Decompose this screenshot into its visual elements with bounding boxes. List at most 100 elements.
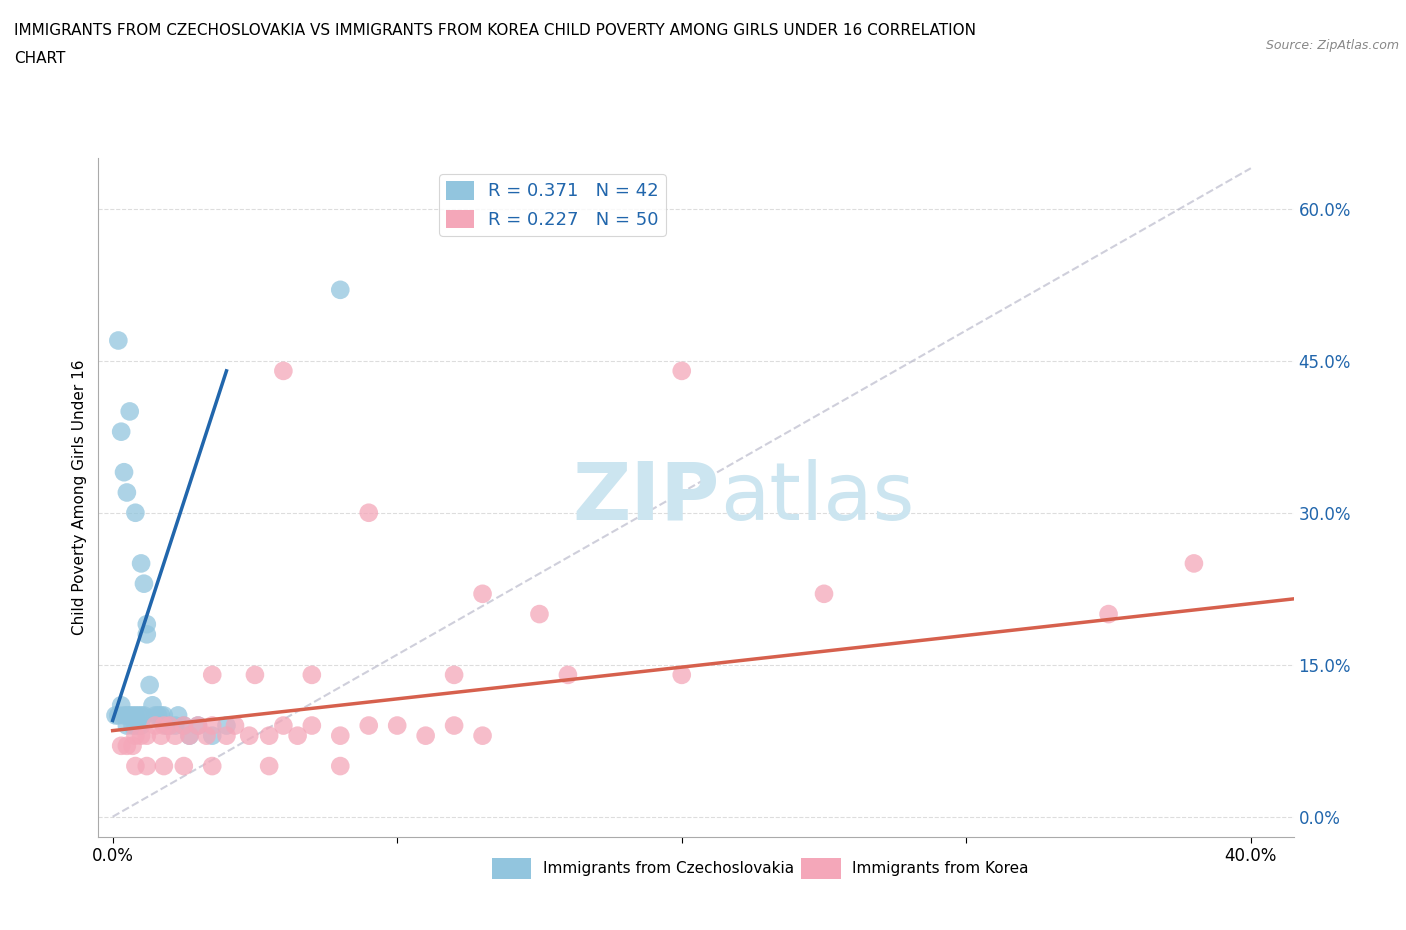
- Point: [243, 668, 266, 683]
- Point: [129, 728, 152, 743]
- Point: [110, 698, 132, 712]
- Point: [150, 728, 173, 743]
- Point: [257, 728, 280, 743]
- Point: [124, 759, 146, 774]
- Point: [179, 728, 201, 743]
- Point: [238, 728, 260, 743]
- Text: Immigrants from Korea: Immigrants from Korea: [852, 861, 1029, 876]
- Point: [104, 708, 127, 723]
- Point: [107, 333, 129, 348]
- Point: [471, 728, 494, 743]
- Y-axis label: Child Poverty Among Girls Under 16: Child Poverty Among Girls Under 16: [72, 360, 87, 635]
- Point: [135, 627, 157, 642]
- Point: [153, 759, 176, 774]
- Point: [415, 728, 437, 743]
- Point: [129, 708, 152, 723]
- Point: [153, 708, 176, 723]
- Point: [159, 718, 181, 733]
- Legend: R = 0.371   N = 42, R = 0.227   N = 50: R = 0.371 N = 42, R = 0.227 N = 50: [439, 174, 666, 236]
- Point: [112, 465, 135, 480]
- Point: [110, 424, 132, 439]
- Point: [201, 668, 224, 683]
- Point: [124, 708, 146, 723]
- Point: [124, 728, 146, 743]
- Point: [121, 708, 143, 723]
- Point: [107, 708, 129, 723]
- Point: [115, 738, 138, 753]
- Point: [112, 708, 135, 723]
- Point: [129, 718, 152, 733]
- Point: [329, 728, 352, 743]
- Point: [118, 404, 141, 418]
- Point: [167, 708, 190, 723]
- Point: [385, 718, 409, 733]
- Point: [159, 718, 181, 733]
- Point: [138, 678, 160, 693]
- Point: [129, 556, 152, 571]
- Point: [471, 587, 494, 602]
- Text: IMMIGRANTS FROM CZECHOSLOVAKIA VS IMMIGRANTS FROM KOREA CHILD POVERTY AMONG GIRL: IMMIGRANTS FROM CZECHOSLOVAKIA VS IMMIGR…: [14, 23, 976, 38]
- Point: [671, 364, 693, 379]
- Point: [257, 759, 280, 774]
- Point: [143, 708, 166, 723]
- Point: [165, 718, 187, 733]
- Text: atlas: atlas: [720, 458, 914, 537]
- Point: [443, 668, 465, 683]
- Point: [287, 728, 309, 743]
- Point: [195, 728, 218, 743]
- Point: [201, 718, 224, 733]
- Point: [557, 668, 579, 683]
- Point: [115, 708, 138, 723]
- Point: [135, 759, 157, 774]
- Point: [150, 708, 173, 723]
- Point: [1182, 556, 1205, 571]
- Point: [179, 728, 201, 743]
- Point: [201, 759, 224, 774]
- Text: Immigrants from Czechoslovakia: Immigrants from Czechoslovakia: [543, 861, 794, 876]
- Text: Source: ZipAtlas.com: Source: ZipAtlas.com: [1265, 39, 1399, 52]
- Point: [173, 718, 195, 733]
- Point: [1097, 606, 1119, 621]
- Point: [143, 718, 166, 733]
- Point: [813, 587, 835, 602]
- Point: [173, 759, 195, 774]
- Point: [301, 668, 323, 683]
- Point: [110, 738, 132, 753]
- Point: [165, 728, 187, 743]
- Point: [124, 505, 146, 520]
- Point: [121, 718, 143, 733]
- Point: [135, 728, 157, 743]
- Point: [187, 718, 209, 733]
- Point: [529, 606, 551, 621]
- Point: [357, 505, 380, 520]
- Point: [357, 718, 380, 733]
- Point: [124, 718, 146, 733]
- Point: [301, 718, 323, 733]
- Point: [215, 718, 238, 733]
- Point: [141, 698, 163, 712]
- Point: [118, 708, 141, 723]
- Point: [273, 718, 295, 733]
- Point: [173, 718, 195, 733]
- Point: [201, 728, 224, 743]
- Point: [127, 718, 149, 733]
- Point: [132, 577, 155, 591]
- Point: [329, 283, 352, 298]
- Point: [224, 718, 246, 733]
- Point: [153, 718, 176, 733]
- Point: [135, 617, 157, 631]
- Point: [443, 718, 465, 733]
- Point: [273, 364, 295, 379]
- Point: [115, 718, 138, 733]
- Point: [127, 708, 149, 723]
- Point: [115, 485, 138, 500]
- Point: [329, 759, 352, 774]
- Text: ZIP: ZIP: [572, 458, 720, 537]
- Point: [121, 738, 143, 753]
- Point: [148, 708, 170, 723]
- Point: [132, 708, 155, 723]
- Text: CHART: CHART: [14, 51, 66, 66]
- Point: [215, 728, 238, 743]
- Point: [671, 668, 693, 683]
- Point: [187, 718, 209, 733]
